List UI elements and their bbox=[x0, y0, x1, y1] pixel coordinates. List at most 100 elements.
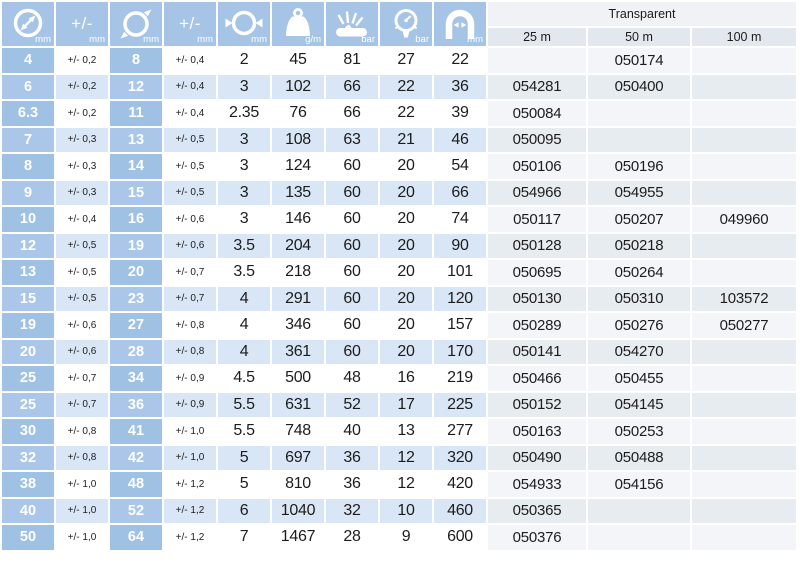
cell-bend-radius: 90 bbox=[434, 233, 486, 258]
cell-code-25m: 054966 bbox=[488, 180, 586, 205]
cell-weight: 346 bbox=[272, 313, 324, 338]
cell-burst-pressure: 36 bbox=[326, 445, 378, 470]
cell-code-100m bbox=[692, 525, 797, 550]
cell-wall-thickness: 3 bbox=[218, 127, 270, 152]
cell-inner-diameter: 40 bbox=[2, 498, 54, 523]
cell-inner-tolerance: +/- 0,6 bbox=[56, 313, 108, 338]
cell-code-100m bbox=[692, 260, 797, 285]
cell-inner-diameter: 19 bbox=[2, 313, 54, 338]
cell-code-25m: 050128 bbox=[488, 233, 586, 258]
cell-bend-radius: 22 bbox=[434, 48, 486, 73]
cell-bend-radius: 101 bbox=[434, 260, 486, 285]
cell-working-pressure: 9 bbox=[380, 525, 432, 550]
product-group-header: Transparent bbox=[488, 2, 797, 26]
cell-weight: 291 bbox=[272, 286, 324, 311]
cell-wall-thickness: 5.5 bbox=[218, 392, 270, 417]
cell-code-25m: 050376 bbox=[488, 525, 586, 550]
cell-bend-radius: 54 bbox=[434, 154, 486, 179]
cell-inner-diameter: 15 bbox=[2, 286, 54, 311]
cell-code-50m: 054156 bbox=[588, 472, 690, 497]
cell-working-pressure: 10 bbox=[380, 498, 432, 523]
cell-outer-diameter: 23 bbox=[110, 286, 162, 311]
table-row: 15 +/- 0,5 23 +/- 0,7 4 291 60 20 120 050130 05031… bbox=[2, 286, 797, 311]
cell-inner-tolerance: +/- 0,8 bbox=[56, 419, 108, 444]
cell-burst-pressure: 52 bbox=[326, 392, 378, 417]
cell-inner-diameter: 9 bbox=[2, 180, 54, 205]
cell-code-50m bbox=[588, 498, 690, 523]
cell-bend-radius: 74 bbox=[434, 207, 486, 232]
cell-outer-tolerance: +/- 0,8 bbox=[164, 313, 216, 338]
cell-outer-tolerance: +/- 0,4 bbox=[164, 101, 216, 126]
inner-tolerance-header: +/- mm bbox=[56, 2, 108, 46]
pressure-gauge-icon bbox=[380, 2, 432, 46]
length-header-50m: 50 m bbox=[588, 28, 690, 46]
cell-wall-thickness: 3 bbox=[218, 74, 270, 99]
burst-pressure-header: bar bbox=[326, 2, 378, 46]
cell-code-100m: 049960 bbox=[692, 207, 797, 232]
cell-outer-diameter: 27 bbox=[110, 313, 162, 338]
cell-wall-thickness: 4 bbox=[218, 313, 270, 338]
cell-wall-thickness: 6 bbox=[218, 498, 270, 523]
unit-label: mm bbox=[89, 34, 105, 45]
cell-inner-diameter: 12 bbox=[2, 233, 54, 258]
cell-outer-diameter: 12 bbox=[110, 74, 162, 99]
cell-bend-radius: 170 bbox=[434, 339, 486, 364]
table-row: 32 +/- 0,8 42 +/- 1,0 5 697 36 12 320 050490 05048… bbox=[2, 445, 797, 470]
cell-burst-pressure: 60 bbox=[326, 207, 378, 232]
cell-burst-pressure: 66 bbox=[326, 74, 378, 99]
cell-burst-pressure: 36 bbox=[326, 472, 378, 497]
cell-outer-diameter: 48 bbox=[110, 472, 162, 497]
cell-code-25m: 050163 bbox=[488, 419, 586, 444]
cell-outer-tolerance: +/- 0,6 bbox=[164, 233, 216, 258]
table-row: 10 +/- 0,4 16 +/- 0,6 3 146 60 20 74 050117 050207… bbox=[2, 207, 797, 232]
cell-wall-thickness: 3 bbox=[218, 154, 270, 179]
table-row: 9 +/- 0,3 15 +/- 0,5 3 135 60 20 66 054966 054955 bbox=[2, 180, 797, 205]
cell-inner-diameter: 30 bbox=[2, 419, 54, 444]
cell-burst-pressure: 81 bbox=[326, 48, 378, 73]
bend-radius-header: mm bbox=[434, 2, 486, 46]
cell-outer-tolerance: +/- 0,5 bbox=[164, 154, 216, 179]
outer-diameter-header: mm bbox=[110, 2, 162, 46]
unit-label: bar bbox=[415, 34, 429, 45]
cell-outer-diameter: 36 bbox=[110, 392, 162, 417]
cell-code-50m bbox=[588, 127, 690, 152]
unit-label: bar bbox=[361, 34, 375, 45]
cell-inner-tolerance: +/- 0,7 bbox=[56, 392, 108, 417]
cell-working-pressure: 20 bbox=[380, 180, 432, 205]
cell-code-50m: 050218 bbox=[588, 233, 690, 258]
cell-inner-diameter: 6.3 bbox=[2, 101, 54, 126]
cell-wall-thickness: 5 bbox=[218, 445, 270, 470]
cell-outer-tolerance: +/- 0,5 bbox=[164, 180, 216, 205]
cell-bend-radius: 225 bbox=[434, 392, 486, 417]
cell-inner-diameter: 7 bbox=[2, 127, 54, 152]
cell-weight: 108 bbox=[272, 127, 324, 152]
cell-code-100m bbox=[692, 392, 797, 417]
wall-thickness-icon bbox=[218, 2, 270, 46]
cell-code-100m bbox=[692, 339, 797, 364]
cell-outer-tolerance: +/- 0,5 bbox=[164, 127, 216, 152]
cell-bend-radius: 66 bbox=[434, 180, 486, 205]
cell-code-100m bbox=[692, 180, 797, 205]
unit-label: mm bbox=[35, 34, 51, 45]
length-header-row: 25 m 50 m 100 m bbox=[2, 28, 797, 46]
cell-working-pressure: 22 bbox=[380, 74, 432, 99]
cell-code-50m: 050488 bbox=[588, 445, 690, 470]
cell-outer-diameter: 13 bbox=[110, 127, 162, 152]
cell-inner-diameter: 10 bbox=[2, 207, 54, 232]
cell-working-pressure: 20 bbox=[380, 286, 432, 311]
cell-code-50m: 050253 bbox=[588, 419, 690, 444]
cell-code-100m bbox=[692, 101, 797, 126]
cell-outer-tolerance: +/- 1,0 bbox=[164, 445, 216, 470]
unit-label: mm bbox=[251, 34, 267, 45]
cell-outer-diameter: 11 bbox=[110, 101, 162, 126]
cell-burst-pressure: 60 bbox=[326, 154, 378, 179]
spec-table: mm +/- mm mm +/- mm mm bbox=[2, 2, 797, 550]
cell-outer-diameter: 34 bbox=[110, 366, 162, 391]
cell-wall-thickness: 3.5 bbox=[218, 260, 270, 285]
cell-inner-diameter: 25 bbox=[2, 366, 54, 391]
table-row: 7 +/- 0,3 13 +/- 0,5 3 108 63 21 46 050095 bbox=[2, 127, 797, 152]
cell-inner-diameter: 4 bbox=[2, 48, 54, 73]
cell-inner-tolerance: +/- 0,3 bbox=[56, 127, 108, 152]
cell-burst-pressure: 60 bbox=[326, 286, 378, 311]
cell-code-50m: 050264 bbox=[588, 260, 690, 285]
